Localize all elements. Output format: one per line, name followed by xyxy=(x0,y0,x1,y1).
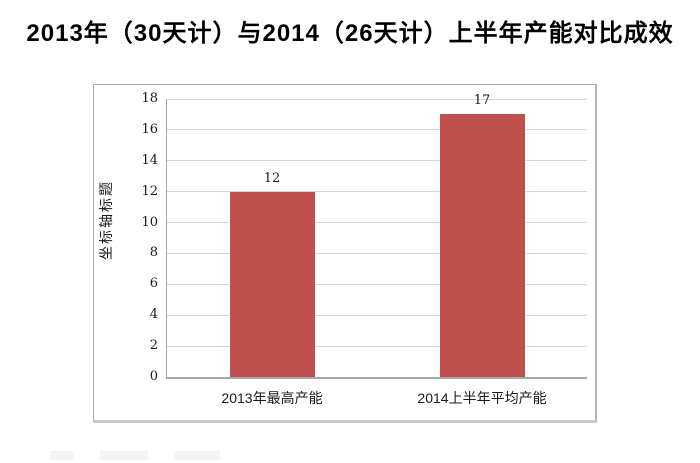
plot-area: 0 2 4 6 8 10 12 14 16 18 12 2013年最高产能 17 2014上半年平均产能 xyxy=(141,92,587,406)
chart-frame: 坐标轴标题 0 2 4 6 8 10 12 14 16 18 12 2013年最高产能 17 2014上半… xyxy=(93,84,597,423)
y-tick-label: 12 xyxy=(141,183,158,199)
y-tick-label: 10 xyxy=(141,214,158,230)
gridline xyxy=(167,191,587,193)
y-axis-title: 坐标轴标题 xyxy=(98,180,114,260)
gridline xyxy=(167,283,587,285)
x-category-label: 2013年最高产能 xyxy=(221,390,323,406)
bar-value-label: 12 xyxy=(263,170,281,186)
y-tick-label: 0 xyxy=(149,369,158,384)
watermark-mark xyxy=(174,451,220,460)
y-tick-label: 16 xyxy=(141,121,158,137)
y-tick-label: 8 xyxy=(149,245,158,261)
watermark-mark xyxy=(50,451,74,460)
bar-value-label: 17 xyxy=(473,93,491,109)
gridline xyxy=(167,252,587,254)
y-tick-label: 14 xyxy=(141,152,158,168)
y-tick-label: 2 xyxy=(149,338,158,354)
watermark-mark xyxy=(100,451,148,460)
chart-main-title: 2013年（30天计）与2014（26天计）上半年产能对比成效 xyxy=(26,20,674,47)
y-tick-label: 18 xyxy=(141,91,158,106)
y-tick-label: 6 xyxy=(149,276,158,292)
gridline xyxy=(167,222,587,224)
y-tick-label: 4 xyxy=(149,307,158,323)
x-category-label: 2014上半年平均产能 xyxy=(417,390,547,406)
gridline xyxy=(167,314,587,316)
watermark xyxy=(44,447,224,462)
gridline xyxy=(167,345,587,347)
gridline xyxy=(167,98,587,100)
gridline xyxy=(167,160,587,162)
bar xyxy=(229,191,315,377)
bar xyxy=(439,114,525,377)
gridline xyxy=(167,129,587,131)
